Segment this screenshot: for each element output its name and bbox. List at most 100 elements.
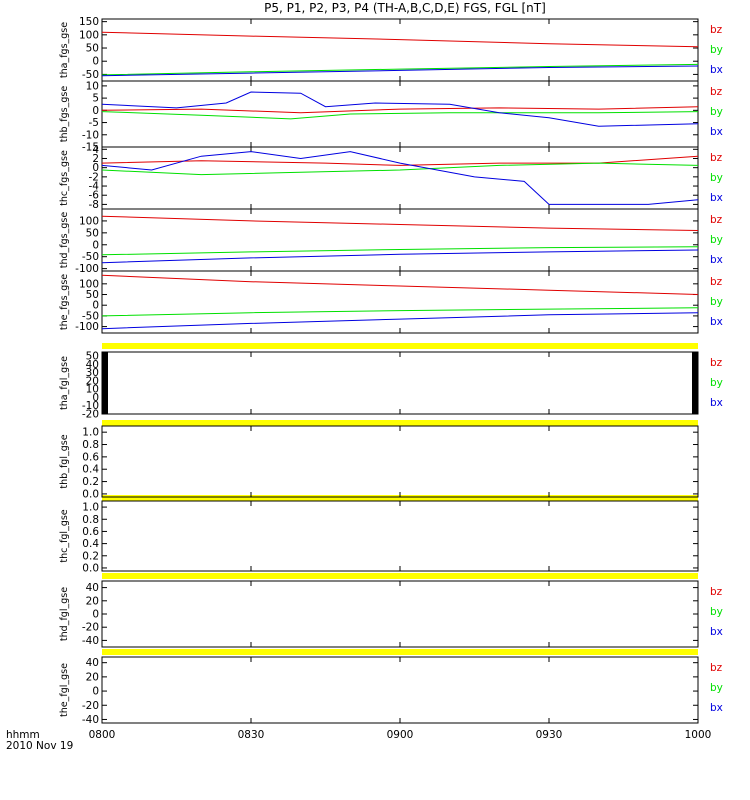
time-axis-label: hhmm: [6, 729, 40, 741]
legend-bz: bz: [710, 276, 723, 288]
y-tick-label: -6: [89, 190, 100, 202]
panel-thb_fgl_gse: 1.00.80.60.40.20.0 thb_fgl_gse: [59, 425, 699, 500]
y-tick-label: 50: [86, 289, 99, 301]
chart-title: P5, P1, P2, P3, P4 (TH-A,B,C,D,E) FGS, F…: [264, 1, 546, 15]
y-axis-label: the_fgl_gse: [59, 663, 70, 717]
y-tick-label: 20: [86, 595, 99, 607]
x-tick-label: 1000: [685, 729, 712, 741]
y-tick-label: 30: [86, 367, 99, 379]
y-tick-label: -8: [89, 199, 99, 211]
y-tick-label: 0: [92, 56, 99, 68]
y-tick-label: 4: [92, 144, 99, 156]
legend-bx: bx: [710, 64, 723, 76]
y-tick-label: 0: [92, 609, 99, 621]
y-tick-label: -2: [89, 171, 99, 183]
legend-bz: bz: [710, 662, 723, 674]
y-tick-label: -50: [82, 310, 99, 322]
series-line-by: [101, 307, 699, 317]
y-axis-label: the_fgs_gse: [59, 274, 70, 330]
plot-frame: [101, 351, 699, 415]
series-line-bx: [101, 91, 699, 127]
y-tick-label: -5: [89, 117, 99, 129]
legend-by: by: [710, 606, 723, 618]
legend-bx: bx: [710, 626, 723, 638]
y-tick-label: 40: [86, 582, 99, 594]
y-tick-label: 0.2: [82, 476, 99, 488]
y-tick-label: 0.2: [82, 550, 99, 562]
y-tick-label: 0: [92, 686, 99, 698]
y-tick-label: -10: [82, 400, 99, 412]
legend-bz: bz: [710, 586, 723, 598]
y-tick-label: -10: [82, 129, 99, 141]
plot-frame: [101, 425, 699, 498]
data-gap-bar: [102, 420, 698, 426]
y-axis-label: thb_fgs_gse: [59, 86, 70, 143]
series-line-by: [101, 111, 699, 120]
y-tick-label: 0.6: [82, 526, 99, 538]
series-line-by: [101, 246, 699, 256]
legend-bx: bx: [710, 126, 723, 138]
y-axis-label: thd_fgl_gse: [59, 587, 70, 641]
y-tick-label: 0.6: [82, 451, 99, 463]
y-tick-label: 0: [92, 162, 99, 174]
y-tick-label: 0: [92, 300, 99, 312]
legend-bz: bz: [710, 214, 723, 226]
legend-bz: bz: [710, 152, 723, 164]
legend-by: by: [710, 296, 723, 308]
y-tick-label: 0.8: [82, 514, 99, 526]
legend-by: by: [710, 106, 723, 118]
y-tick-label: 2: [92, 153, 99, 165]
series-line-bx: [101, 151, 699, 205]
plot-frame: [101, 270, 699, 334]
legend-bz: bz: [710, 357, 723, 369]
y-tick-label: -100: [75, 321, 99, 333]
data-gap-bar: [102, 649, 698, 655]
y-axis-label: thc_fgl_gse: [59, 509, 70, 562]
series-line-bz: [101, 155, 699, 166]
x-tick-label: 0830: [238, 729, 265, 741]
panel-the_fgl_gse: 40 20 0 -20 -40 the_fgl_gse bz by bx: [59, 656, 723, 726]
edge-bar-left: [102, 352, 108, 414]
series-line-bx: [101, 65, 699, 77]
y-axis-label: tha_fgl_gse: [59, 356, 70, 410]
x-tick-label: 0930: [536, 729, 563, 741]
plot-frame: [101, 208, 699, 272]
y-tick-label: 50: [86, 351, 99, 363]
y-tick-label: 50: [86, 227, 99, 239]
data-gap-bar: [102, 343, 698, 349]
plot-frame: [101, 18, 699, 82]
legend-bz: bz: [710, 86, 723, 98]
legend-by: by: [710, 234, 723, 246]
legend-bx: bx: [710, 397, 723, 409]
y-tick-label: 150: [79, 16, 99, 28]
legend-bx: bx: [710, 192, 723, 204]
edge-bar-right: [692, 352, 698, 414]
date-label: 2010 Nov 19: [6, 740, 73, 752]
y-tick-label: 0.8: [82, 439, 99, 451]
y-tick-label: 0: [92, 239, 99, 251]
y-tick-label: 50: [86, 43, 99, 55]
legend-by: by: [710, 377, 723, 389]
y-tick-label: 0.4: [82, 538, 99, 550]
plot-frame: [101, 80, 699, 148]
series-line-bx: [101, 312, 699, 330]
plot-frame: [101, 146, 699, 210]
y-tick-label: -20: [82, 700, 99, 712]
y-tick-label: 100: [79, 29, 99, 41]
y-tick-label: 1.0: [82, 502, 99, 514]
y-tick-label: -50: [82, 251, 99, 263]
series-line-bx: [101, 249, 699, 264]
y-axis-label: thb_fgl_gse: [59, 434, 70, 488]
x-tick-label: 0900: [387, 729, 414, 741]
legend-bx: bx: [710, 316, 723, 328]
series-line-bz: [101, 215, 699, 231]
y-tick-label: 100: [79, 215, 99, 227]
y-tick-label: 0.4: [82, 464, 99, 476]
panel-thc_fgs_gse: 420-2-4-6-8 thc_fgs_gse bz by bx: [59, 144, 723, 211]
series-line-by: [101, 162, 699, 176]
